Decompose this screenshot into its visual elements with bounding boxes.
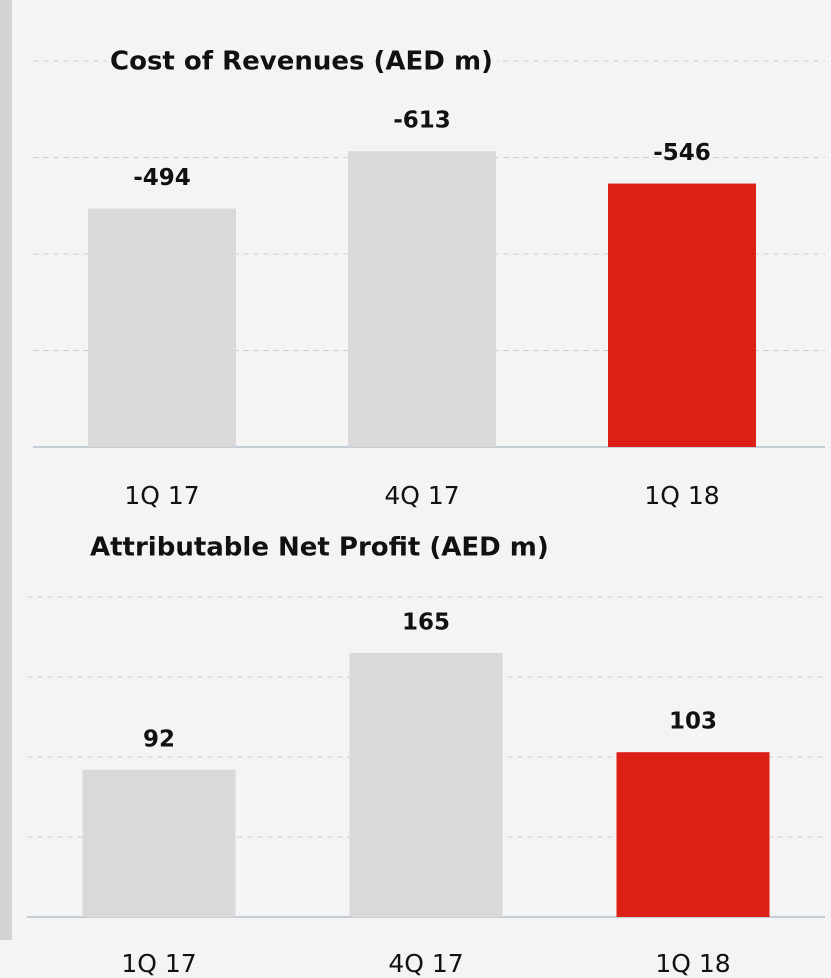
bar <box>88 208 236 447</box>
x-tick-label: 4Q 17 <box>388 949 463 978</box>
value-label: -546 <box>653 140 711 166</box>
x-tick-label: 1Q 18 <box>655 949 730 978</box>
chart-title: Cost of Revenues (AED m) <box>110 47 493 77</box>
bar <box>348 151 496 448</box>
bar <box>616 752 770 917</box>
chart-title: Attributable Net Profit (AED m) <box>90 533 549 563</box>
bar <box>608 183 756 447</box>
left-border <box>0 0 12 940</box>
bar <box>349 653 503 917</box>
bar <box>82 769 236 917</box>
x-tick-label: 1Q 18 <box>644 481 719 510</box>
value-label: -613 <box>393 108 451 134</box>
value-label: -494 <box>133 165 191 191</box>
x-tick-label: 1Q 17 <box>121 949 196 978</box>
value-label: 92 <box>143 726 175 752</box>
x-tick-label: 1Q 17 <box>124 481 199 510</box>
x-tick-label: 4Q 17 <box>384 481 459 510</box>
value-label: 165 <box>402 610 450 636</box>
value-label: 103 <box>669 709 717 735</box>
title-background <box>106 46 497 77</box>
